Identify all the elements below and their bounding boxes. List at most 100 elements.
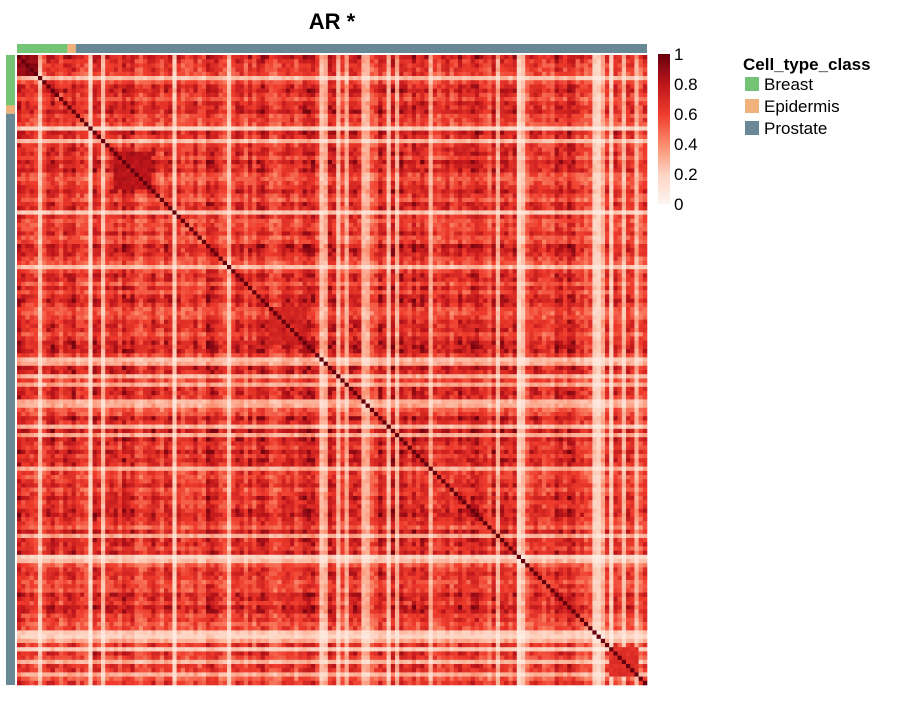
heatmap-cell: [235, 101, 240, 106]
heatmap-cell: [80, 151, 85, 157]
heatmap-cell: [420, 84, 425, 89]
heatmap-cell: [231, 63, 236, 68]
heatmap-cell: [411, 164, 417, 169]
heatmap-cell: [311, 185, 316, 190]
heatmap-cell: [117, 189, 123, 194]
heatmap-cell: [621, 63, 627, 68]
heatmap-cell: [558, 71, 564, 77]
heatmap-cell: [567, 97, 572, 102]
heatmap-cell: [521, 67, 526, 73]
heatmap-cell: [344, 118, 350, 123]
heatmap-cell: [605, 113, 610, 119]
heatmap-cell: [21, 88, 26, 94]
heatmap-cell: [193, 101, 198, 106]
heatmap-cell: [105, 63, 110, 68]
heatmap-cell: [487, 189, 492, 194]
heatmap-cell: [294, 185, 299, 190]
heatmap-cell: [302, 63, 308, 68]
heatmap-cell: [122, 101, 127, 106]
heatmap-cell: [533, 189, 539, 194]
heatmap-cell: [256, 71, 261, 77]
heatmap-cell: [92, 164, 98, 169]
heatmap-cell: [634, 139, 639, 144]
heatmap-cell: [164, 155, 169, 161]
heatmap-cell: [71, 92, 77, 98]
heatmap-cell: [554, 143, 560, 148]
heatmap-cell: [269, 113, 274, 119]
heatmap-cell: [126, 164, 131, 169]
heatmap-cell: [453, 63, 459, 68]
heatmap-cell: [147, 130, 152, 136]
heatmap-cell: [416, 143, 421, 148]
heatmap-cell: [399, 176, 404, 182]
heatmap-cell: [529, 126, 534, 131]
heatmap-cell: [227, 118, 232, 123]
heatmap-cell: [596, 122, 602, 127]
heatmap-cell: [264, 181, 270, 186]
heatmap-cell: [42, 193, 47, 199]
heatmap-cell: [369, 80, 375, 85]
heatmap-cell: [239, 109, 245, 115]
heatmap-cell: [256, 134, 261, 140]
heatmap-cell: [180, 92, 186, 98]
heatmap-cell: [588, 189, 593, 194]
heatmap-cell: [130, 55, 135, 60]
heatmap-cell: [437, 164, 442, 169]
heatmap-cell: [563, 109, 568, 115]
heatmap-cell: [290, 122, 295, 127]
heatmap-cell: [516, 134, 522, 140]
heatmap-cell: [432, 185, 438, 190]
heatmap-cell: [613, 67, 618, 73]
heatmap-cell: [38, 151, 43, 157]
heatmap-cell: [290, 92, 295, 98]
heatmap-cell: [571, 139, 576, 144]
heatmap-cell: [491, 105, 497, 110]
heatmap-cell: [504, 105, 509, 110]
heatmap-cell: [189, 185, 194, 190]
heatmap-cell: [80, 113, 85, 119]
heatmap-cell: [180, 147, 186, 152]
heatmap-cell: [54, 59, 60, 64]
heatmap-cell: [462, 88, 467, 94]
heatmap-cell: [508, 164, 513, 169]
heatmap-cell: [495, 134, 501, 140]
heatmap-cell: [214, 97, 219, 102]
heatmap-cell: [357, 105, 362, 110]
heatmap-cell: [50, 151, 56, 157]
heatmap-cell: [357, 59, 362, 64]
heatmap-cell: [437, 160, 442, 165]
heatmap-cell: [21, 71, 26, 77]
heatmap-cell: [294, 122, 299, 127]
heatmap-cell: [319, 134, 324, 140]
heatmap-cell: [96, 122, 102, 127]
heatmap-cell: [239, 88, 245, 94]
heatmap-cell: [180, 80, 186, 85]
heatmap-cell: [71, 151, 77, 157]
heatmap-cell: [101, 92, 106, 98]
heatmap-cell: [134, 118, 140, 123]
heatmap-cell: [319, 155, 324, 161]
heatmap-cell: [453, 126, 459, 131]
heatmap-cell: [25, 164, 30, 169]
heatmap-cell: [588, 84, 593, 89]
heatmap-cell: [29, 118, 35, 123]
heatmap-cell: [130, 67, 135, 73]
heatmap-cell: [46, 176, 51, 182]
heatmap-cell: [243, 130, 249, 136]
heatmap-cell: [596, 55, 602, 60]
heatmap-cell: [67, 130, 72, 136]
heatmap-cell: [348, 181, 354, 186]
heatmap-cell: [437, 97, 442, 102]
heatmap-cell: [458, 105, 463, 110]
heatmap-cell: [180, 130, 186, 136]
heatmap-cell: [508, 176, 513, 182]
heatmap-cell: [332, 88, 337, 94]
heatmap-cell: [575, 76, 581, 81]
heatmap-cell: [411, 67, 417, 73]
heatmap-cell: [420, 76, 425, 81]
heatmap-cell: [214, 155, 219, 161]
heatmap-cell: [592, 67, 597, 73]
heatmap-cell: [197, 143, 203, 148]
heatmap-cell: [80, 80, 85, 85]
heatmap-cell: [164, 147, 169, 152]
